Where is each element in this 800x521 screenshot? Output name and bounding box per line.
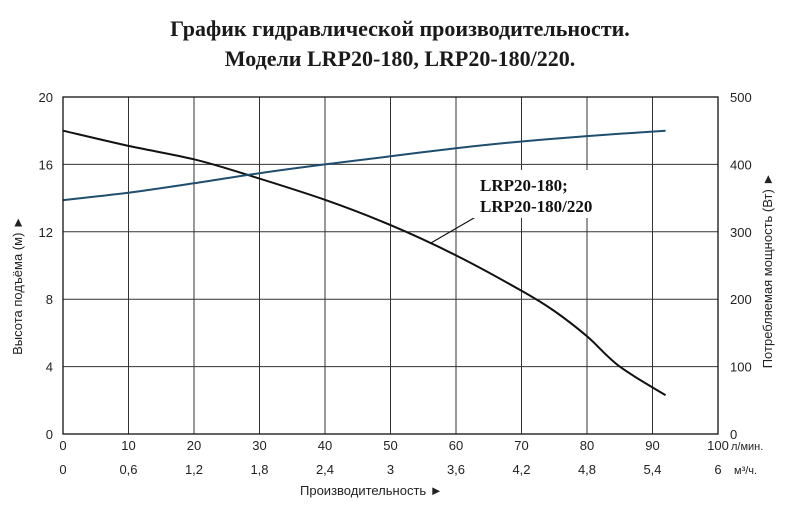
x-tick-label: 60: [449, 438, 463, 453]
axes: [62, 96, 719, 435]
x2-tick-label: 2,4: [316, 462, 334, 477]
chart-title-line-1: График гидравлической производительности…: [170, 16, 630, 41]
chart-title: График гидравлической производительности…: [0, 14, 800, 74]
annotation-box: [472, 170, 642, 218]
plot-frame: [62, 96, 719, 435]
y-left-tick-label: 16: [39, 157, 53, 172]
x2-tick-label: 5,4: [643, 462, 661, 477]
series-layer: [62, 129, 667, 397]
x2-tick-label: 1,2: [185, 462, 203, 477]
x-tick-label: 10: [121, 438, 135, 453]
y-right-tick-label: 400: [730, 157, 752, 172]
x-tick-label: 70: [514, 438, 528, 453]
x-unit-label: л/мин.: [731, 441, 763, 453]
x-tick-label: 30: [252, 438, 266, 453]
tick-labels: 0 10 20 30 40 50 60 70 80 90 100 л/мин.0 0,6 1,2 1,8 2,…: [10, 90, 775, 498]
grid: [62, 96, 719, 435]
y-left-tick-label: 4: [46, 360, 53, 375]
annotation-line-1: LRP20-180;: [480, 176, 568, 195]
x2-tick-label: 3: [387, 462, 394, 477]
x2-tick-label: 1,8: [250, 462, 268, 477]
y-left-tick-label: 12: [39, 225, 53, 240]
y-right-tick-label: 500: [730, 90, 752, 105]
x-axis-title: Производительность ►: [300, 483, 443, 498]
x2-unit-label: м³/ч.: [734, 465, 757, 477]
x-tick-label: 50: [383, 438, 397, 453]
y-left-tick-label: 0: [46, 427, 53, 442]
x-tick-label: 90: [645, 438, 659, 453]
y-right-tick-label: 100: [730, 360, 752, 375]
y-right-tick-label: 200: [730, 292, 752, 307]
y-right-tick-label: 300: [730, 225, 752, 240]
x-tick-label: 100: [707, 438, 729, 453]
chart-title-line-2: Модели LRP20-180, LRP20-180/220.: [224, 46, 576, 71]
head-curve: [62, 129, 667, 397]
x2-tick-label: 6: [714, 462, 721, 477]
y-left-axis-title: Высота подъёма (м) ►: [10, 216, 25, 355]
x2-tick-label: 4,2: [512, 462, 530, 477]
x-tick-label: 40: [318, 438, 332, 453]
y-right-tick-label: 0: [730, 427, 737, 442]
y-left-tick-label: 8: [46, 292, 53, 307]
y-right-axis-title: Потребляемая мощность (Вт) ►: [760, 173, 775, 369]
y-left-tick-label: 20: [39, 90, 53, 105]
annotation-line-2: LRP20-180/220: [480, 197, 592, 216]
x2-tick-label: 3,6: [447, 462, 465, 477]
x2-tick-label: 4,8: [578, 462, 596, 477]
x2-tick-label: 0: [59, 462, 66, 477]
model-annotation: LRP20-180; LRP20-180/220: [429, 170, 642, 245]
power-consumption-curve: [62, 129, 666, 202]
x-tick-label: 80: [580, 438, 594, 453]
x-tick-label: 20: [187, 438, 201, 453]
x2-tick-label: 0,6: [119, 462, 137, 477]
x-tick-label: 0: [59, 438, 66, 453]
